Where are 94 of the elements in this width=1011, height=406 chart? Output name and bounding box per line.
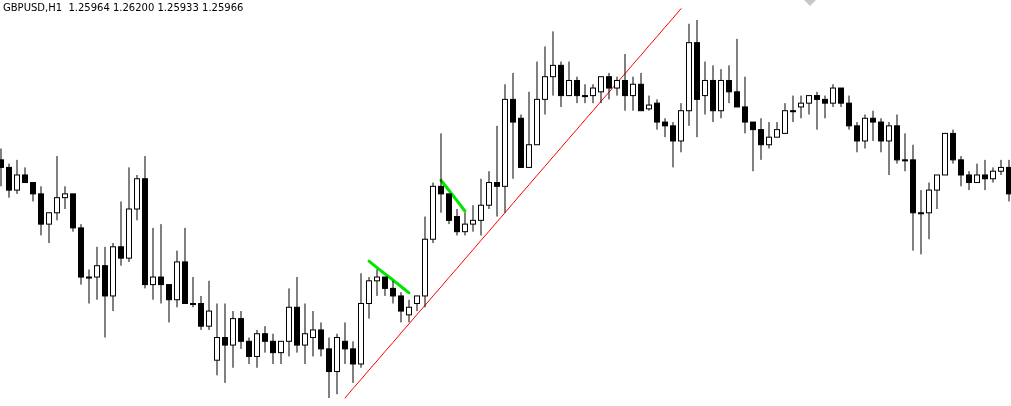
candlestick bbox=[62, 185, 68, 210]
candlestick bbox=[854, 121, 860, 153]
candlestick bbox=[398, 291, 404, 323]
candlestick bbox=[862, 114, 868, 150]
candlestick bbox=[598, 76, 604, 104]
candlestick bbox=[734, 38, 740, 108]
candlestick bbox=[214, 303, 220, 376]
candlestick bbox=[758, 117, 764, 161]
candlestick bbox=[846, 95, 852, 131]
candlestick bbox=[582, 83, 588, 104]
candlestick bbox=[318, 321, 324, 357]
candlestick bbox=[254, 329, 260, 369]
candlestick bbox=[526, 91, 532, 168]
candlestick bbox=[150, 227, 156, 301]
candlestick bbox=[494, 125, 500, 218]
candlestick bbox=[614, 76, 620, 97]
candlestick bbox=[622, 53, 628, 112]
candlestick bbox=[998, 159, 1004, 176]
candlestick bbox=[6, 163, 12, 199]
candlestick bbox=[838, 87, 844, 108]
chart-title: GBPUSD,H1 1.25964 1.26200 1.25933 1.25966 bbox=[3, 2, 244, 13]
candlestick bbox=[958, 155, 964, 187]
candlestick bbox=[974, 163, 980, 184]
candlestick bbox=[30, 182, 36, 202]
candlestick bbox=[262, 325, 268, 354]
candlestick bbox=[206, 280, 212, 331]
candlestick bbox=[782, 102, 788, 134]
candlestick bbox=[654, 98, 660, 131]
candlestick bbox=[878, 117, 884, 153]
candlestick bbox=[190, 276, 196, 308]
candlestick bbox=[454, 208, 460, 236]
candlestick bbox=[374, 268, 380, 297]
candlestick bbox=[486, 170, 492, 210]
candlestick bbox=[966, 170, 972, 191]
candlestick bbox=[774, 121, 780, 138]
candlestick bbox=[406, 299, 412, 323]
candlestick bbox=[302, 303, 308, 365]
candlestick bbox=[238, 310, 244, 350]
candlestick bbox=[510, 72, 516, 180]
candlestick bbox=[726, 64, 732, 104]
candlestick bbox=[46, 212, 52, 244]
candlestick bbox=[14, 159, 20, 195]
candlestick bbox=[462, 212, 468, 236]
candlestick bbox=[246, 337, 252, 365]
candlestick bbox=[662, 117, 668, 138]
candlestick bbox=[798, 95, 804, 119]
candlestick bbox=[766, 121, 772, 150]
candlestick bbox=[390, 280, 396, 304]
candlestick bbox=[86, 268, 92, 304]
candlestick bbox=[470, 204, 476, 233]
candlestick bbox=[414, 295, 420, 312]
candlestick bbox=[270, 333, 276, 365]
candlestick bbox=[118, 200, 124, 267]
candlestick bbox=[574, 76, 580, 104]
candlestick bbox=[822, 95, 828, 119]
candlestick bbox=[382, 276, 388, 297]
candlestick bbox=[918, 189, 924, 255]
candlestick bbox=[670, 121, 676, 168]
candlestick bbox=[606, 72, 612, 100]
candlestick bbox=[806, 95, 812, 115]
candlestick bbox=[222, 303, 228, 384]
candlestick bbox=[566, 61, 572, 97]
candlestick bbox=[550, 30, 556, 97]
candlestick bbox=[166, 284, 172, 323]
candlestick bbox=[646, 95, 652, 112]
candlestick bbox=[982, 159, 988, 191]
candlestick bbox=[902, 132, 908, 172]
candlestick bbox=[750, 121, 756, 172]
candlestick bbox=[926, 182, 932, 240]
candlestick bbox=[870, 110, 876, 142]
candlestick bbox=[934, 174, 940, 210]
candlestick bbox=[342, 321, 348, 365]
candlestick bbox=[438, 132, 444, 214]
candlestick bbox=[158, 223, 164, 304]
candlestick bbox=[886, 121, 892, 176]
candlestick bbox=[742, 76, 748, 134]
candlestick bbox=[814, 91, 820, 131]
candlestick bbox=[198, 295, 204, 331]
candlestick bbox=[310, 310, 316, 357]
candlestick bbox=[350, 340, 356, 384]
candlestick bbox=[990, 166, 996, 184]
candlestick bbox=[702, 61, 708, 115]
candlestick bbox=[830, 83, 836, 108]
candlestick bbox=[366, 276, 372, 320]
candlestick bbox=[22, 166, 28, 184]
candlestick bbox=[478, 178, 484, 236]
candlestick bbox=[630, 76, 636, 112]
candlestick bbox=[790, 95, 796, 123]
candlestick bbox=[590, 83, 596, 104]
candlestick bbox=[94, 246, 100, 301]
candlestick bbox=[278, 340, 284, 365]
candlestick bbox=[326, 337, 332, 399]
candlestick bbox=[54, 155, 60, 221]
candlestick bbox=[542, 45, 548, 115]
